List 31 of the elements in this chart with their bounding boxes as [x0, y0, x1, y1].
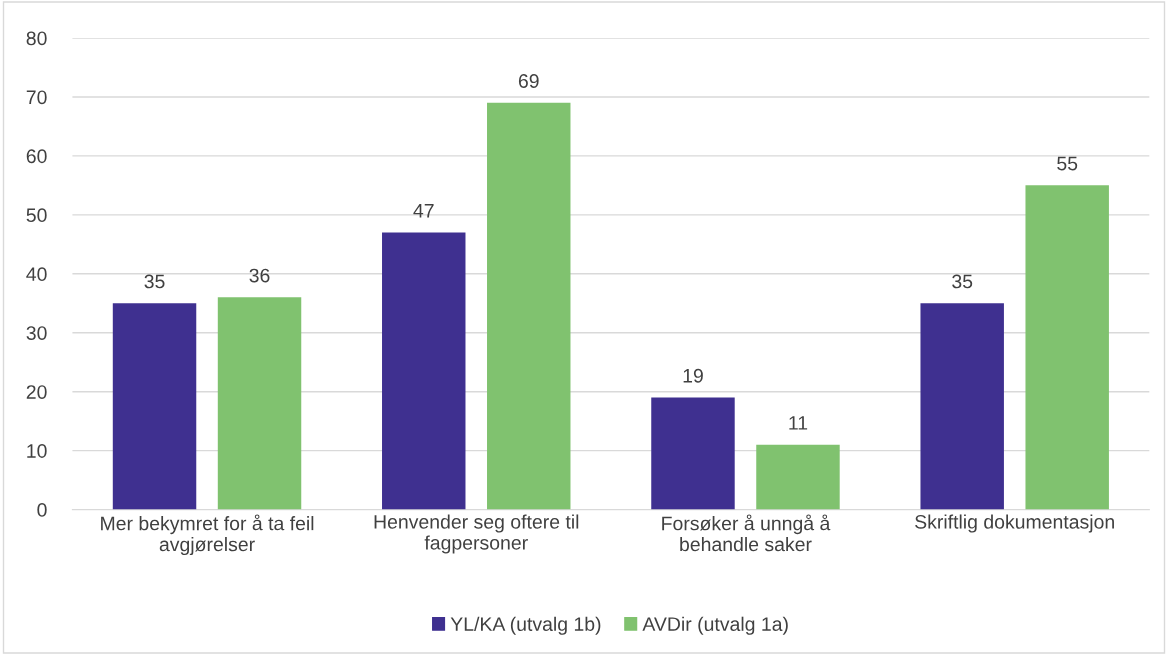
bar [217, 297, 302, 510]
y-tick-label: 10 [27, 444, 47, 458]
y-tick-label: 50 [26, 208, 47, 223]
y-tick-label: 30 [26, 326, 47, 340]
bar [920, 303, 1004, 510]
data-label: 69 [518, 74, 539, 88]
data-label: 47 [413, 204, 434, 218]
data-label: 11 [789, 416, 808, 430]
data-label: 35 [952, 274, 973, 289]
y-tick-label: 60 [26, 149, 47, 164]
data-label: 35 [144, 274, 165, 289]
bar [487, 102, 571, 510]
y-tick-label: 20 [26, 385, 47, 399]
x-tick-label: Henvender seg oftere til fagpersoner [374, 514, 579, 554]
y-tick-label: 70 [26, 90, 47, 105]
y-tick-label: 80 [26, 31, 47, 46]
x-tick-label: Skriftlig dokumentasjon [915, 514, 1114, 533]
data-label: 55 [1057, 156, 1078, 171]
bar [651, 397, 735, 510]
bar [112, 303, 197, 510]
x-tick-label: Forsøker å unngå å behandle saker [662, 514, 831, 552]
bar [382, 232, 466, 510]
data-label: 36 [249, 268, 270, 283]
data-label: 19 [683, 368, 703, 383]
y-tick-label: 40 [26, 267, 47, 282]
bar [1025, 185, 1109, 510]
bar [756, 444, 840, 510]
y-tick-label: 0 [37, 503, 47, 517]
legend-label: AVDir (utvalg 1a) [642, 616, 788, 635]
x-tick-label: Mer bekymret for å ta feil avgjørelser [101, 514, 314, 556]
legend-label: YL/KA (utvalg 1b) [450, 616, 601, 635]
